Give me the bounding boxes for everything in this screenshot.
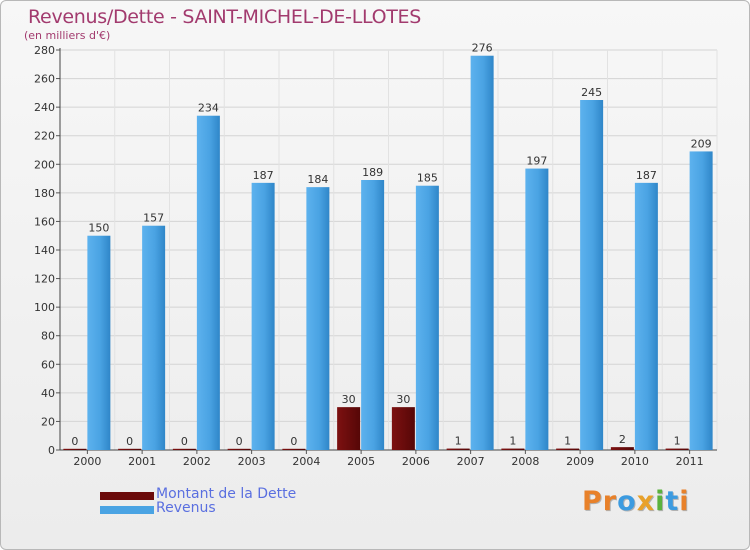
legend-swatch-revenus: [100, 506, 154, 514]
bar-revenus: [580, 100, 604, 450]
bar-dette: [610, 447, 634, 450]
data-label-revenus: 189: [362, 166, 383, 179]
data-label-revenus: 276: [472, 42, 493, 55]
legend-label-dette: Montant de la Dette: [156, 486, 297, 502]
logo-letter: t: [665, 486, 680, 517]
x-tick-label: 2002: [183, 455, 211, 468]
data-label-revenus: 157: [143, 212, 164, 225]
bar-dette: [391, 407, 415, 450]
legend-label-revenus: Revenus: [156, 500, 216, 516]
data-label-dette: 30: [342, 393, 356, 406]
data-label-revenus: 187: [636, 169, 657, 182]
bar-dette: [63, 448, 87, 450]
x-tick-label: 2003: [238, 455, 266, 468]
x-tick-label: 2009: [566, 455, 594, 468]
data-label-dette: 1: [564, 435, 571, 448]
bar-revenus: [634, 182, 658, 450]
data-label-revenus: 150: [88, 222, 109, 235]
data-label-revenus: 184: [307, 173, 328, 186]
bar-dette: [118, 448, 142, 450]
y-tick-label: 100: [34, 301, 55, 314]
y-tick-label: 40: [41, 387, 55, 400]
bar-revenus: [689, 151, 713, 450]
logo-letter: i: [679, 486, 690, 517]
bar-dette: [337, 407, 361, 450]
proxiti-logo: Proxiti: [582, 486, 690, 517]
x-tick-label: 2010: [621, 455, 649, 468]
bar-dette: [501, 448, 525, 450]
y-tick-label: 180: [34, 187, 55, 200]
bar-revenus: [525, 168, 549, 451]
bar-revenus: [306, 187, 330, 450]
y-tick-label: 120: [34, 273, 55, 286]
bar-revenus: [142, 225, 166, 450]
data-label-dette: 1: [509, 435, 516, 448]
data-label-dette: 2: [619, 433, 626, 446]
bar-revenus: [415, 185, 439, 450]
data-label-revenus: 197: [526, 155, 547, 168]
x-tick-label: 2000: [73, 455, 101, 468]
y-tick-label: 200: [34, 158, 55, 171]
bar-dette: [665, 448, 689, 450]
bar-dette: [556, 448, 580, 450]
legend-swatch-dette: [100, 492, 154, 500]
data-label-dette: 0: [290, 435, 297, 448]
data-label-dette: 0: [181, 435, 188, 448]
bar-revenus: [470, 55, 494, 450]
logo-letter: o: [617, 486, 637, 517]
data-label-revenus: 187: [253, 169, 274, 182]
bar-dette: [227, 448, 251, 450]
logo-letter: P: [582, 486, 603, 517]
y-tick-label: 160: [34, 215, 55, 228]
logo-letter: r: [602, 486, 618, 517]
y-tick-label: 60: [41, 358, 55, 371]
chart-subtitle: (en milliers d'€): [24, 29, 111, 42]
x-tick-label: 2007: [457, 455, 485, 468]
y-tick-label: 220: [34, 130, 55, 143]
bar-dette: [446, 448, 470, 450]
x-tick-label: 2008: [511, 455, 539, 468]
y-tick-label: 240: [34, 101, 55, 114]
logo-letter: x: [636, 486, 656, 517]
x-tick-label: 2006: [402, 455, 430, 468]
bar-revenus: [196, 115, 220, 450]
y-tick-label: 140: [34, 244, 55, 257]
bar-revenus: [251, 182, 275, 450]
y-tick-label: 280: [34, 44, 55, 57]
data-label-revenus: 245: [581, 86, 602, 99]
y-tick-label: 80: [41, 330, 55, 343]
data-label-revenus: 234: [198, 102, 219, 115]
data-label-dette: 0: [236, 435, 243, 448]
x-tick-label: 2005: [347, 455, 375, 468]
data-label-revenus: 185: [417, 172, 438, 185]
data-label-dette: 0: [126, 435, 133, 448]
data-label-dette: 1: [674, 435, 681, 448]
data-label-dette: 0: [71, 435, 78, 448]
bar-revenus: [87, 235, 111, 450]
y-tick-label: 260: [34, 73, 55, 86]
bar-dette: [282, 448, 306, 450]
bar-dette: [172, 448, 196, 450]
x-tick-label: 2011: [676, 455, 704, 468]
x-tick-label: 2004: [292, 455, 320, 468]
y-tick-label: 0: [48, 444, 55, 457]
x-tick-label: 2001: [128, 455, 156, 468]
data-label-dette: 30: [396, 393, 410, 406]
data-label-dette: 1: [455, 435, 462, 448]
chart-title: Revenus/Dette - SAINT-MICHEL-DE-LLOTES: [28, 6, 422, 28]
bar-revenus: [361, 180, 385, 450]
logo-letter: i: [655, 486, 666, 517]
data-label-revenus: 209: [691, 137, 712, 150]
y-tick-label: 20: [41, 415, 55, 428]
